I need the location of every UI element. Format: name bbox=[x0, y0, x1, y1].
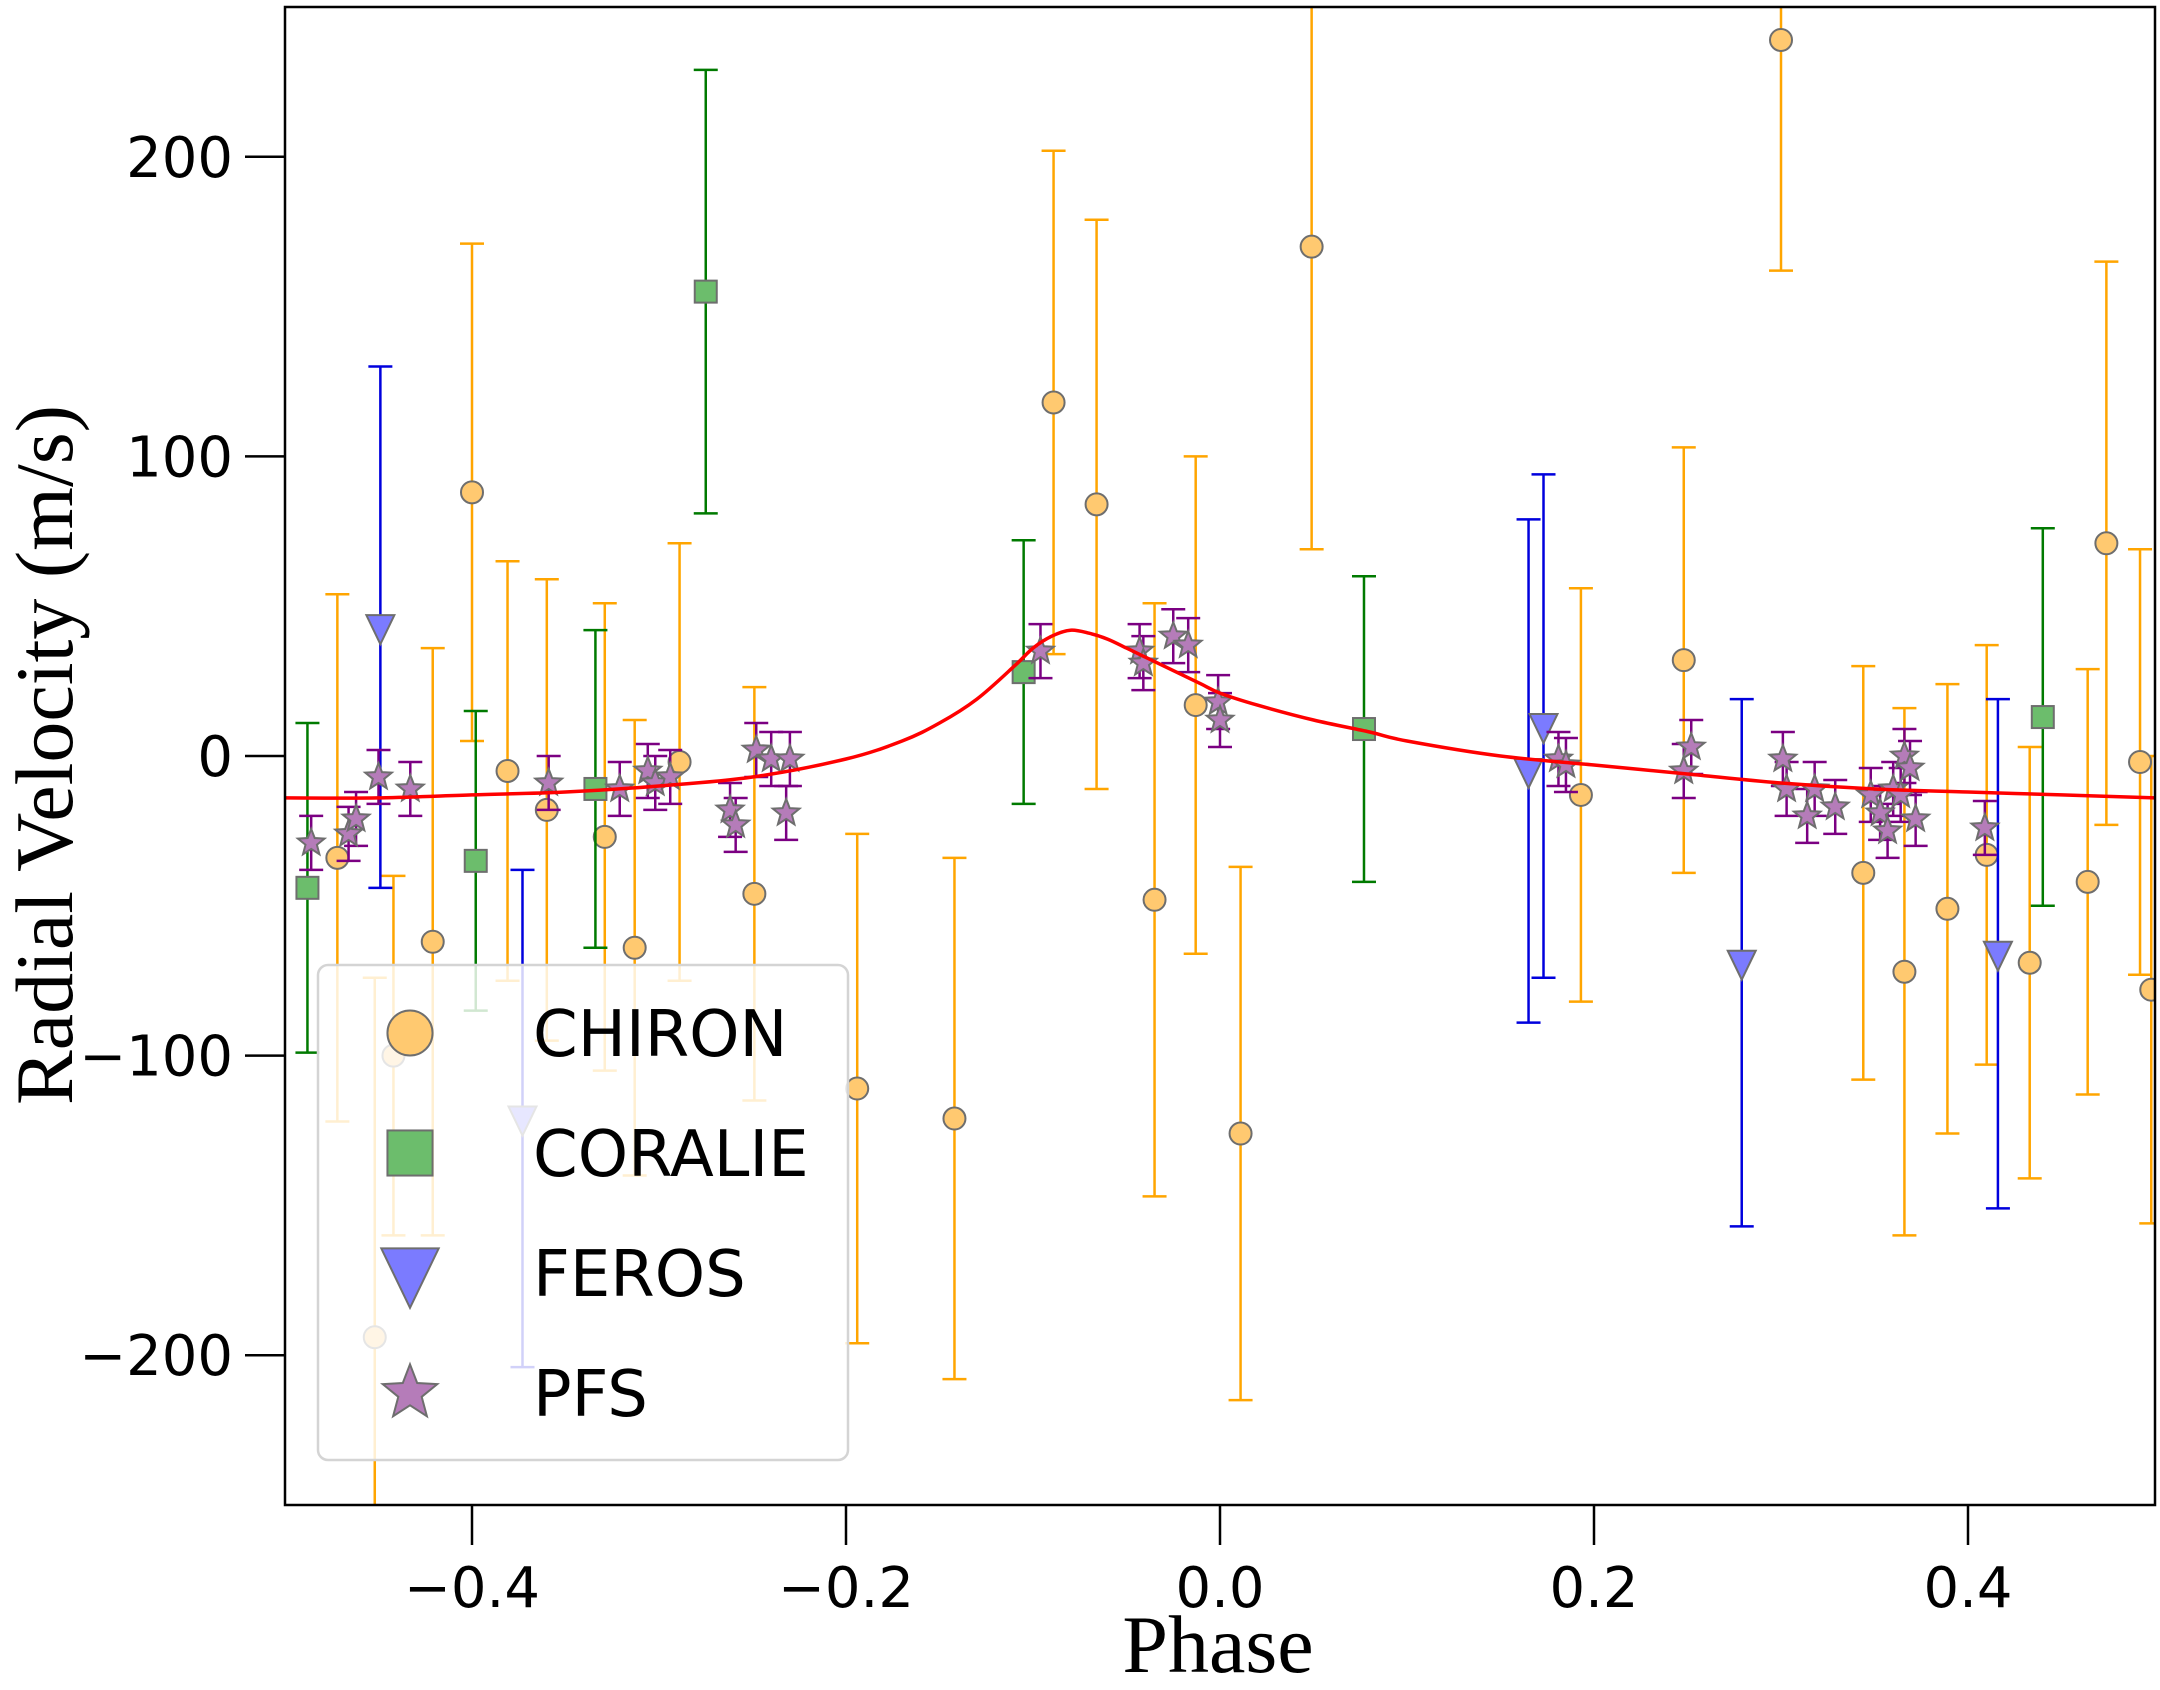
pfs-point bbox=[1894, 751, 1926, 782]
x-tick-label: 0.0 bbox=[1175, 1556, 1264, 1621]
pfs-point bbox=[532, 766, 565, 797]
chiron-point bbox=[1851, 860, 1876, 885]
chiron-point bbox=[325, 845, 350, 870]
chiron-point bbox=[2139, 977, 2155, 1002]
pfs-point bbox=[1888, 739, 1921, 770]
legend-item-feros: FEROS bbox=[379, 1238, 746, 1312]
plot-area bbox=[285, 7, 2155, 1505]
chiron-point bbox=[592, 824, 617, 849]
pfs-point bbox=[1791, 799, 1824, 830]
feros-point bbox=[1527, 713, 1560, 746]
y-axis-label: Radial Velocity (m/s) bbox=[0, 405, 90, 1105]
legend-label-pfs: PFS bbox=[533, 1358, 648, 1432]
pfs-point bbox=[1127, 646, 1160, 677]
y-tick-label: −200 bbox=[79, 1324, 233, 1389]
coralie-point bbox=[463, 848, 488, 873]
pfs-point bbox=[1766, 742, 1799, 773]
legend-label-coralie: CORALIE bbox=[533, 1118, 809, 1192]
pfs-point bbox=[1899, 802, 1932, 833]
chiron-point bbox=[2017, 950, 2042, 975]
chiron-point bbox=[942, 1106, 967, 1131]
model-curve bbox=[285, 628, 2155, 800]
legend-item-chiron: CHIRON bbox=[386, 998, 787, 1072]
chiron-point bbox=[1892, 959, 1917, 984]
coralie-point bbox=[2030, 705, 2055, 730]
chiron-point bbox=[1228, 1121, 1253, 1146]
pfs-point bbox=[1157, 619, 1190, 650]
pfs-point bbox=[1819, 790, 1852, 821]
x-tick-label: −0.4 bbox=[404, 1556, 540, 1621]
legend-label-chiron: CHIRON bbox=[533, 998, 787, 1072]
chiron-point bbox=[1142, 887, 1167, 912]
pfs-point bbox=[773, 742, 806, 773]
chiron-point bbox=[1935, 896, 1960, 921]
legend: CHIRON CORALIE FEROS PFS bbox=[316, 963, 850, 1462]
pfs-point bbox=[394, 772, 427, 803]
chiron-point bbox=[1183, 693, 1208, 718]
chiron-point bbox=[742, 881, 767, 906]
y-tick-label: −100 bbox=[79, 1025, 233, 1090]
pfs-point bbox=[295, 826, 328, 857]
series-pfs bbox=[295, 607, 2001, 872]
pfs-point bbox=[340, 802, 373, 833]
feros-point bbox=[364, 614, 396, 647]
chiron-point bbox=[1568, 782, 1593, 807]
feros-point bbox=[1726, 949, 1758, 983]
chiron-point bbox=[420, 929, 445, 954]
pfs-point bbox=[770, 796, 803, 827]
coralie-point bbox=[295, 875, 320, 900]
pfs-point bbox=[1024, 634, 1057, 665]
series-coralie bbox=[295, 68, 2055, 1054]
pfs-point bbox=[740, 733, 773, 764]
pfs-point bbox=[332, 817, 365, 848]
legend-item-coralie: CORALIE bbox=[386, 1118, 809, 1192]
chiron-point bbox=[1769, 27, 1793, 52]
legend-marker-chiron bbox=[386, 1009, 434, 1057]
x-tick-label: 0.4 bbox=[1923, 1556, 2012, 1621]
chiron-point bbox=[1671, 648, 1696, 673]
chiron-errorbar bbox=[1299, 7, 1324, 551]
legend-marker-feros bbox=[379, 1247, 441, 1311]
pfs-point bbox=[1675, 730, 1708, 761]
legend-label-feros: FEROS bbox=[533, 1238, 746, 1312]
chiron-point bbox=[2094, 531, 2119, 556]
y-tick-label: 0 bbox=[197, 725, 233, 790]
x-tick-label: −0.2 bbox=[778, 1556, 914, 1621]
chiron-point bbox=[1084, 492, 1109, 517]
chiron-point bbox=[845, 1076, 870, 1101]
pfs-point bbox=[1204, 703, 1236, 734]
pfs-point bbox=[631, 754, 664, 785]
pfs-point bbox=[719, 808, 752, 839]
series-chiron bbox=[325, 7, 2155, 1505]
chiron-point bbox=[495, 758, 520, 783]
pfs-point bbox=[1968, 811, 2001, 842]
legend-marker-coralie bbox=[386, 1129, 434, 1177]
chiron-point bbox=[2075, 869, 2100, 894]
legend-marker-pfs bbox=[380, 1361, 440, 1419]
pfs-point bbox=[714, 793, 747, 824]
pfs-point bbox=[362, 760, 395, 791]
chiron-point bbox=[2128, 749, 2153, 774]
pfs-point bbox=[1667, 754, 1700, 785]
legend-box bbox=[316, 963, 850, 1462]
chiron-point bbox=[460, 480, 484, 505]
chiron-point bbox=[1041, 390, 1066, 415]
feros-point bbox=[1982, 940, 2014, 974]
y-axis-ticks: −200 −100 0 100 200 bbox=[79, 126, 285, 1389]
x-tick-label: 0.2 bbox=[1549, 1556, 1638, 1621]
y-tick-label: 200 bbox=[126, 126, 233, 191]
pfs-point bbox=[1172, 628, 1205, 659]
chiron-point bbox=[622, 935, 647, 960]
feros-point bbox=[1512, 757, 1545, 791]
coralie-point bbox=[693, 279, 718, 304]
x-axis-ticks: −0.4 −0.2 0.0 0.2 0.4 bbox=[404, 1505, 2013, 1621]
pfs-point bbox=[654, 760, 687, 791]
pfs-point bbox=[1864, 796, 1897, 827]
y-tick-label: 100 bbox=[126, 425, 233, 490]
legend-item-pfs: PFS bbox=[380, 1358, 648, 1432]
chiron-point bbox=[1299, 234, 1324, 259]
pfs-point bbox=[1871, 814, 1904, 845]
x-axis-label: Phase bbox=[1122, 1599, 1313, 1690]
